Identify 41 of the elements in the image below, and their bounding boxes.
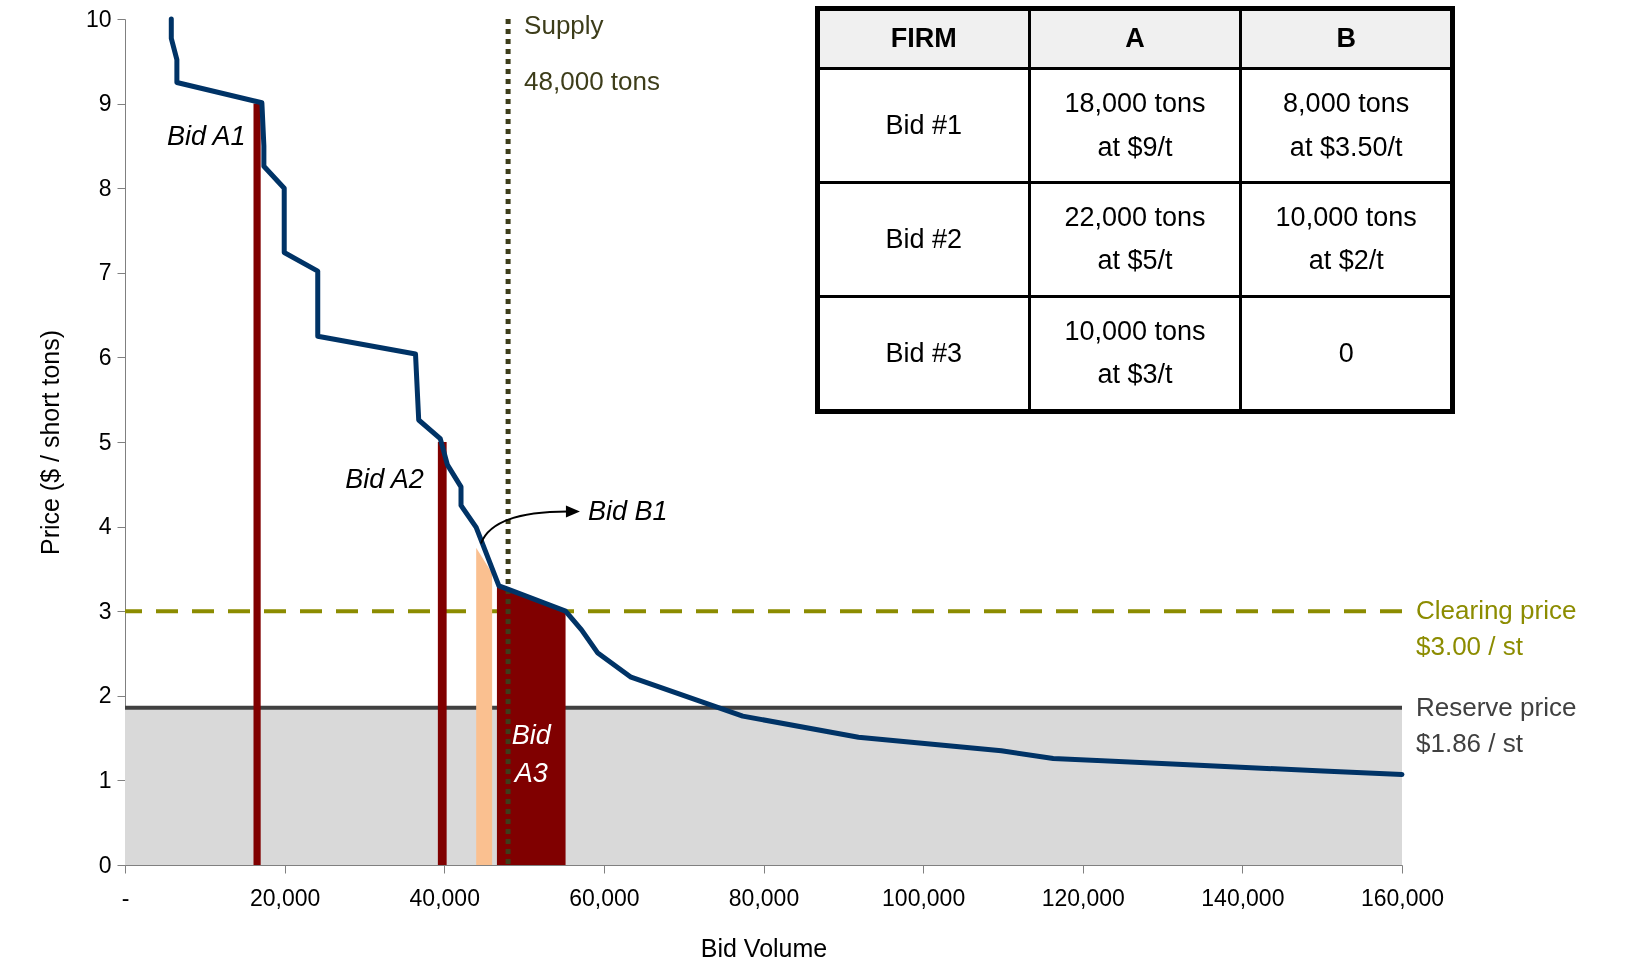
ref-line-label: Reserve price $1.86 / st	[1416, 691, 1577, 758]
y-tick-label: 4	[98, 513, 112, 540]
annotation: Bid B1	[587, 495, 668, 526]
annotation: Bid A2	[345, 464, 424, 495]
y-axis-title: Price ($ / short tons)	[35, 329, 64, 556]
x-tick-label: 60,000	[569, 884, 640, 911]
annotation: Bid #2	[817, 182, 1030, 297]
annotation: Bid #3	[817, 296, 1030, 412]
annotation: 10,000 tons at $3/t	[1029, 296, 1241, 412]
annotation: Bid A1	[166, 121, 246, 152]
annotation: 8,000 tons at $3.50/t	[1240, 68, 1453, 183]
x-tick-label: 40,000	[409, 884, 480, 911]
x-tick-label: -	[121, 884, 130, 911]
annotation: A	[1029, 8, 1241, 69]
annotation: 22,000 tons at $5/t	[1029, 182, 1241, 297]
annotation: 18,000 tons at $9/t	[1029, 68, 1241, 183]
ref-line-label: Supply 48,000 tons	[524, 10, 660, 96]
y-tick-label: 2	[98, 682, 112, 709]
y-tick-label: 0	[98, 851, 112, 878]
y-tick-label: 5	[98, 428, 112, 455]
x-tick-label: 80,000	[728, 884, 800, 911]
y-tick-label: 7	[98, 259, 112, 286]
annotation: FIRM	[817, 8, 1030, 69]
annotation: Bid #1	[817, 68, 1030, 183]
x-tick-label: 20,000	[249, 884, 321, 911]
x-axis-title: Bid Volume	[700, 933, 828, 962]
annotation: B	[1240, 8, 1453, 69]
x-tick-label: 100,000	[882, 884, 966, 911]
y-tick-label: 10	[85, 5, 112, 32]
annotation: Bid A3	[511, 720, 552, 788]
y-tick-label: 9	[98, 90, 112, 117]
x-tick-label: 160,000	[1360, 884, 1445, 911]
annotation: 10,000 tons at $2/t	[1240, 182, 1453, 297]
x-tick-label: 140,000	[1201, 884, 1285, 911]
y-tick-label: 6	[98, 343, 112, 370]
y-tick-label: 3	[98, 597, 112, 624]
ref-line-label: Clearing price $3.00 / st	[1416, 595, 1577, 662]
y-tick-label: 8	[98, 174, 112, 201]
x-tick-label: 120,000	[1041, 884, 1125, 911]
annotation: 0	[1240, 296, 1453, 412]
y-tick-label: 1	[98, 766, 112, 793]
